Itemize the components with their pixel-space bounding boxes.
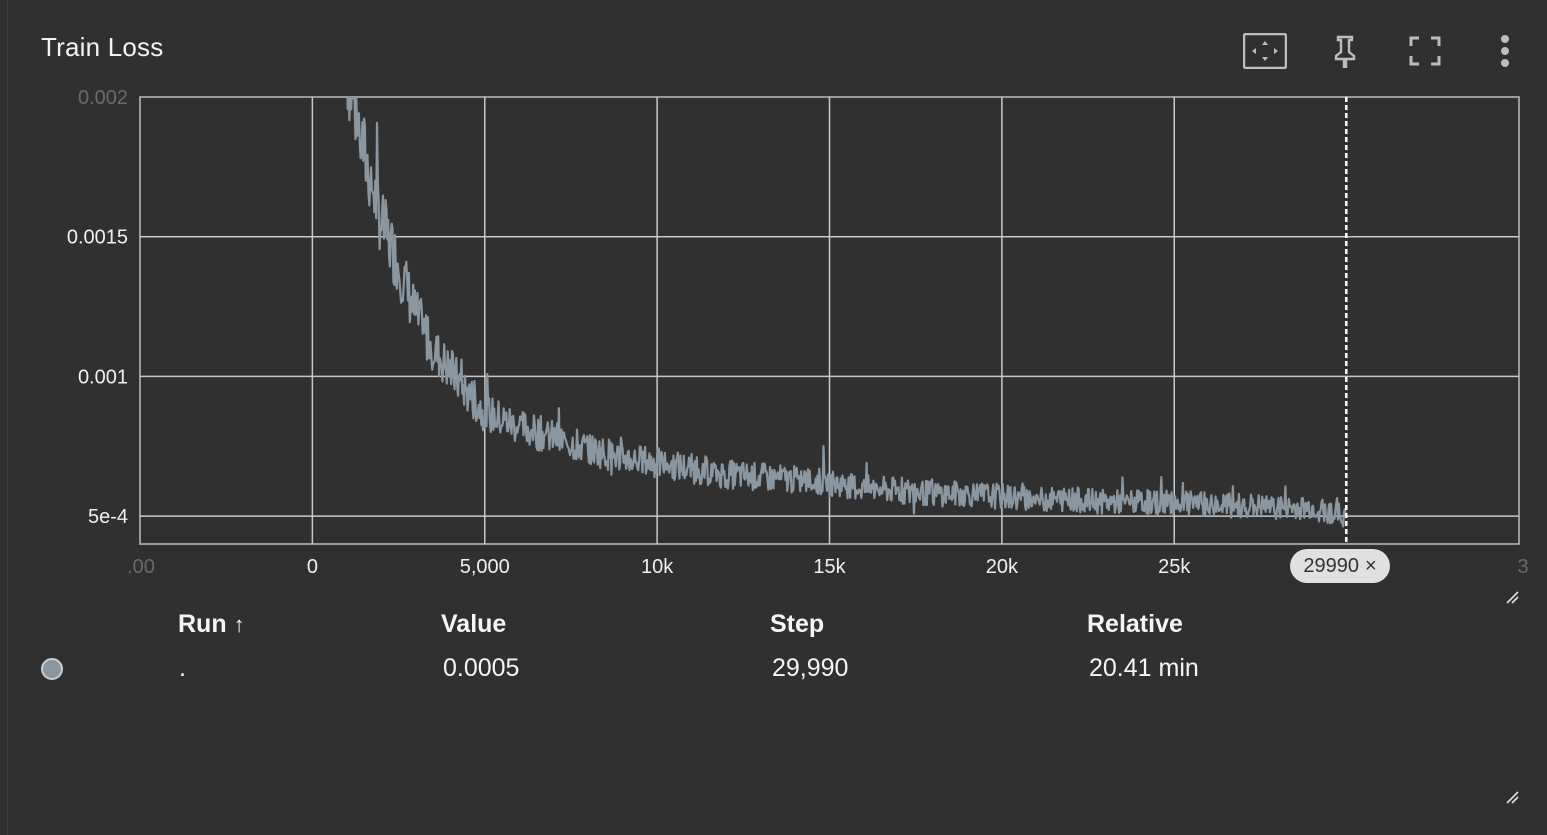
- x-tick-label: 5,000: [460, 556, 510, 578]
- relative-cell: 20.41 min: [1089, 654, 1199, 682]
- x-tick-label: 0: [307, 556, 318, 578]
- pin-button[interactable]: [1322, 30, 1368, 72]
- y-tick-label: 0.0015: [67, 227, 128, 249]
- line-chart[interactable]: .00 0 5,000 10k 15k 20k 25k 3 5e-4 0.001 0.0015 0.…: [0, 0, 1547, 600]
- x-tick-label: 25k: [1158, 556, 1191, 578]
- close-icon[interactable]: ×: [1364, 554, 1377, 577]
- fit-domain-button[interactable]: [1242, 30, 1288, 72]
- chart-grid: [139, 96, 1520, 545]
- run-column-header[interactable]: Run ↑: [178, 610, 245, 639]
- relative-column-header[interactable]: Relative: [1087, 610, 1183, 638]
- chart-series: [346, 97, 1347, 528]
- fullscreen-icon: [1409, 36, 1441, 66]
- more-options-button[interactable]: [1482, 30, 1528, 72]
- x-axis-ticks: .00 0 5,000 10k 15k 20k 25k 3: [127, 556, 1528, 578]
- x-tick-label: 3: [1517, 556, 1528, 578]
- fit-domain-icon: [1243, 33, 1287, 69]
- value-cell: 0.0005: [443, 654, 520, 682]
- sort-arrow-icon: ↑: [233, 612, 245, 637]
- more-vert-icon: [1501, 35, 1509, 67]
- y-tick-label: 0.002: [78, 87, 128, 109]
- x-tick-label: .00: [127, 556, 155, 578]
- step-cursor-chip[interactable]: 29990 ×: [1290, 549, 1390, 583]
- y-tick-label: 5e-4: [88, 506, 128, 528]
- chart-card: Train Loss: [7, 0, 1547, 835]
- value-column-header[interactable]: Value: [441, 610, 507, 638]
- run-cell: .: [179, 654, 186, 682]
- fullscreen-button[interactable]: [1402, 30, 1448, 72]
- step-cell: 29,990: [772, 654, 849, 682]
- series-line: [346, 97, 1347, 528]
- run-color-dot: [41, 658, 63, 680]
- resize-handle-icon[interactable]: [1505, 590, 1519, 604]
- y-axis-ticks: 5e-4 0.001 0.0015 0.002: [67, 87, 128, 528]
- y-tick-label: 0.001: [78, 366, 128, 388]
- x-tick-label: 10k: [641, 556, 674, 578]
- card-title: Train Loss: [41, 32, 164, 62]
- pin-icon: [1334, 35, 1356, 68]
- step-chip-label: 29990: [1303, 554, 1359, 577]
- step-column-header[interactable]: Step: [770, 610, 825, 638]
- run-header-label: Run: [178, 610, 227, 638]
- resize-handle-icon[interactable]: [1505, 790, 1519, 804]
- x-tick-label: 15k: [813, 556, 846, 578]
- x-tick-label: 20k: [986, 556, 1019, 578]
